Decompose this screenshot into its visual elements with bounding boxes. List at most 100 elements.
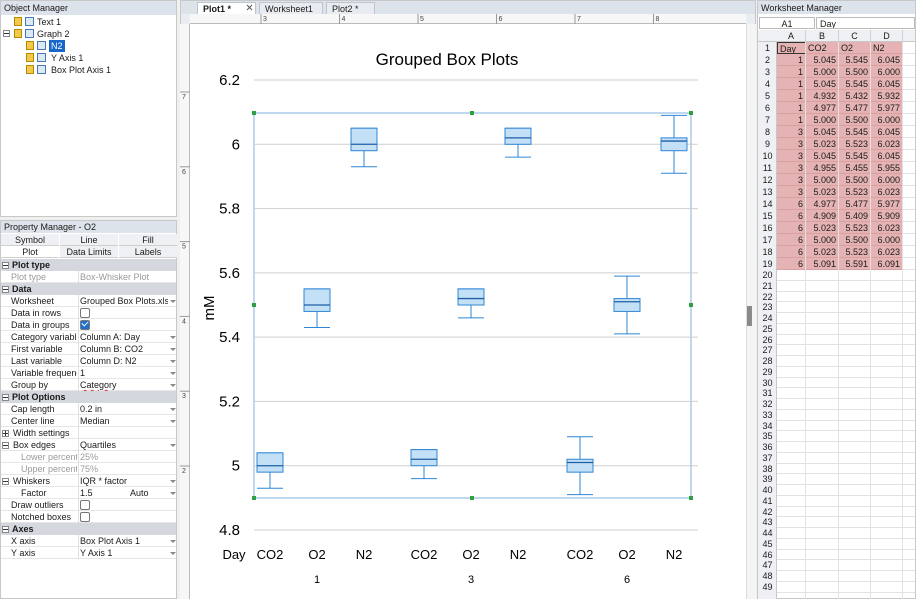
- cell[interactable]: 5.000: [806, 114, 839, 126]
- row-number[interactable]: 19: [762, 259, 773, 269]
- cell[interactable]: 5.523: [839, 186, 871, 198]
- row-number[interactable]: 8: [764, 127, 770, 137]
- column-header[interactable]: D: [871, 30, 903, 42]
- cell[interactable]: 1: [777, 114, 806, 126]
- row-number[interactable]: 22: [762, 291, 773, 302]
- checkbox[interactable]: [80, 512, 90, 522]
- row-number[interactable]: 10: [762, 151, 773, 161]
- row-number[interactable]: 15: [762, 211, 773, 221]
- property-value[interactable]: Column A: Day: [80, 332, 141, 342]
- dropdown-arrow[interactable]: [170, 492, 176, 495]
- cell[interactable]: 5.523: [839, 138, 871, 150]
- cell[interactable]: 5.023: [806, 186, 839, 198]
- cell[interactable]: 5.045: [806, 126, 839, 138]
- checkbox[interactable]: [80, 320, 90, 330]
- cell[interactable]: 3: [777, 174, 806, 186]
- cell[interactable]: 4.909: [806, 210, 839, 222]
- row-number[interactable]: 2: [764, 55, 770, 65]
- cell[interactable]: 6.045: [871, 126, 903, 138]
- cell[interactable]: 6: [777, 198, 806, 210]
- cell[interactable]: 6: [777, 246, 806, 258]
- row-number[interactable]: 16: [762, 223, 773, 233]
- row-number[interactable]: 3: [764, 67, 770, 77]
- row-number[interactable]: 48: [762, 571, 773, 581]
- property-tab[interactable]: Data Limits: [60, 246, 118, 258]
- tree-item[interactable]: Text 1: [37, 17, 62, 27]
- tree-item[interactable]: N2: [49, 40, 65, 52]
- dropdown-arrow[interactable]: [170, 408, 176, 411]
- row-number[interactable]: 25: [762, 323, 773, 334]
- property-tab[interactable]: Plot: [1, 246, 59, 258]
- row-number[interactable]: 1: [764, 43, 770, 53]
- column-header[interactable]: C: [839, 30, 871, 42]
- cell[interactable]: 5.432: [839, 90, 871, 102]
- cell[interactable]: 4.977: [806, 102, 839, 114]
- cell[interactable]: 6.000: [871, 234, 903, 246]
- cell[interactable]: 6.023: [871, 138, 903, 150]
- row-number[interactable]: 11: [762, 163, 773, 173]
- row-number[interactable]: 31: [762, 388, 773, 399]
- cell[interactable]: 5.477: [839, 102, 871, 114]
- property-value[interactable]: Median: [80, 416, 110, 426]
- row-number[interactable]: 6: [764, 103, 770, 113]
- cell[interactable]: 3: [777, 138, 806, 150]
- cell[interactable]: 6: [777, 234, 806, 246]
- row-number[interactable]: 23: [762, 302, 773, 313]
- property-value[interactable]: 25%: [80, 452, 99, 462]
- cell[interactable]: 3: [777, 126, 806, 138]
- property-value[interactable]: 1: [80, 368, 86, 378]
- row-number[interactable]: 39: [762, 474, 773, 485]
- section-header[interactable]: Plot type: [12, 260, 51, 270]
- cell[interactable]: 5.500: [839, 66, 871, 78]
- cell[interactable]: 5.500: [839, 234, 871, 246]
- dropdown-arrow[interactable]: [170, 480, 176, 483]
- cell[interactable]: CO2: [806, 42, 839, 54]
- cell[interactable]: 4.977: [806, 198, 839, 210]
- property-value[interactable]: Box-Whisker Plot: [80, 272, 150, 282]
- cell[interactable]: N2: [871, 42, 903, 54]
- cell-content[interactable]: Day: [816, 17, 915, 29]
- cell[interactable]: 5.523: [839, 246, 871, 258]
- column-header[interactable]: A: [777, 30, 806, 42]
- cell[interactable]: 5.545: [839, 54, 871, 66]
- cell[interactable]: 6.023: [871, 186, 903, 198]
- row-number[interactable]: 30: [762, 377, 773, 388]
- row-number[interactable]: 27: [762, 345, 773, 356]
- row-number[interactable]: 44: [762, 528, 773, 538]
- row-number[interactable]: 12: [762, 175, 773, 185]
- row-number[interactable]: 47: [762, 560, 773, 571]
- cell[interactable]: 5.477: [839, 198, 871, 210]
- cell[interactable]: 5.545: [839, 150, 871, 162]
- dropdown-arrow[interactable]: [170, 540, 176, 543]
- property-value[interactable]: Grouped Box Plots.xlsx!S...: [80, 296, 168, 306]
- row-number[interactable]: 34: [762, 420, 773, 431]
- tree-item[interactable]: Graph 2: [37, 29, 70, 39]
- row-number[interactable]: 35: [762, 431, 773, 442]
- cell[interactable]: 5.545: [839, 78, 871, 90]
- cell[interactable]: 1: [777, 78, 806, 90]
- cell[interactable]: 5.000: [806, 66, 839, 78]
- property-value[interactable]: Box Plot Axis 1: [80, 536, 141, 546]
- cell[interactable]: 6.023: [871, 246, 903, 258]
- cell[interactable]: 5.523: [839, 222, 871, 234]
- row-number[interactable]: 37: [762, 452, 773, 463]
- section-header[interactable]: Data: [12, 284, 32, 294]
- dropdown-arrow[interactable]: [170, 336, 176, 339]
- cell[interactable]: Day: [777, 42, 806, 54]
- cell[interactable]: 6.000: [871, 114, 903, 126]
- row-number[interactable]: 21: [762, 280, 773, 291]
- row-number[interactable]: 28: [762, 356, 773, 366]
- row-number[interactable]: 7: [764, 115, 770, 125]
- dropdown-arrow[interactable]: [170, 552, 176, 555]
- cell[interactable]: 5.091: [806, 258, 839, 270]
- cell[interactable]: 6.000: [871, 174, 903, 186]
- row-number[interactable]: 43: [762, 517, 773, 528]
- row-number[interactable]: 41: [762, 495, 773, 506]
- cell[interactable]: 5.955: [871, 162, 903, 174]
- row-number[interactable]: 5: [764, 91, 770, 101]
- row-number[interactable]: 14: [762, 199, 773, 209]
- cell[interactable]: 5.023: [806, 222, 839, 234]
- cell[interactable]: 3: [777, 150, 806, 162]
- cell[interactable]: 5.545: [839, 126, 871, 138]
- property-tab[interactable]: Fill: [119, 234, 177, 246]
